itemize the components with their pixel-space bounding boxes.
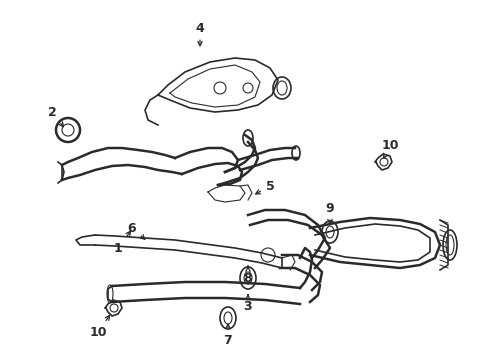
Text: 9: 9 xyxy=(325,202,334,224)
Text: 10: 10 xyxy=(89,315,109,338)
Text: 7: 7 xyxy=(223,324,232,346)
Text: 8: 8 xyxy=(243,266,252,284)
Text: 1: 1 xyxy=(113,231,130,255)
Text: 5: 5 xyxy=(255,180,274,194)
Text: 10: 10 xyxy=(381,139,398,158)
Text: 3: 3 xyxy=(243,295,252,314)
Text: 6: 6 xyxy=(127,221,144,239)
Text: 4: 4 xyxy=(195,22,204,46)
Text: 2: 2 xyxy=(47,105,63,127)
